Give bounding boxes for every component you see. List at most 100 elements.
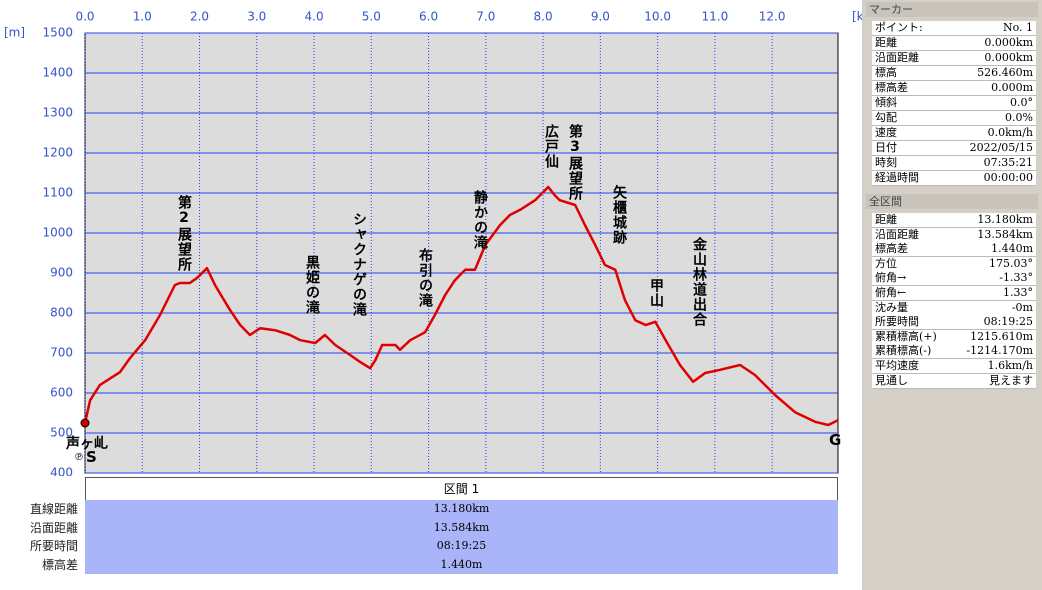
x-tick-label: 9.0 [591, 10, 610, 24]
row-value: 13.180km [977, 213, 1033, 226]
panel-row: 距離 0.000km [872, 36, 1036, 51]
row-value: 見えます [989, 373, 1033, 387]
row-value: 1.440m [991, 242, 1033, 256]
row-label: 所要時間 [875, 315, 919, 329]
row-label: 沿面距離 [875, 227, 919, 241]
row-label: 見通し [875, 373, 908, 387]
x-tick-label: 1.0 [133, 10, 152, 24]
panel-title: 全区間 [866, 194, 1038, 209]
start-marker [80, 418, 90, 428]
row-label: 距離 [875, 36, 897, 49]
row-value: 1.6km/h [987, 359, 1033, 372]
row-label: 標高差 [875, 81, 908, 94]
y-tick-label: 1300 [42, 106, 73, 120]
section-label: 直線距離 [29, 502, 78, 516]
panel-row: 標高 526.460m [872, 66, 1036, 81]
panel-row: 距離 13.180km [872, 213, 1036, 228]
panel-row: 累積標高(+) 1215.610m [872, 329, 1036, 345]
x-tick-label: 12.0 [759, 10, 786, 24]
row-label: ポイント: [875, 21, 923, 34]
y-tick-label: 800 [50, 306, 73, 320]
y-tick-label: 400 [50, 466, 73, 477]
annotation: 黒姫の滝 [304, 255, 320, 315]
panel-row: 累積標高(-) -1214.170m [872, 344, 1036, 360]
row-label: 沈み量 [875, 300, 908, 314]
panel-row: 傾斜 0.0° [872, 96, 1036, 111]
y-unit: [m] [4, 26, 25, 40]
x-tick-label: 5.0 [362, 10, 381, 24]
row-label: 勾配 [875, 111, 897, 124]
goal-label: G [829, 431, 842, 449]
row-label: 俯角→ [875, 271, 907, 285]
row-label: 距離 [875, 213, 897, 226]
row-value: 0.0km/h [987, 126, 1033, 139]
side-panel: マーカー ポイント: No. 1 距離 0.000km 沿面距離 0.000km 標高 526.… [862, 0, 1042, 590]
panel-row: 標高差 1.440m [872, 242, 1036, 258]
section-value: 13.584km [85, 518, 838, 537]
row-label: 累積標高(+) [875, 329, 937, 343]
section-value: 13.180km [85, 500, 838, 519]
row-label: 沿面距離 [875, 51, 919, 64]
panel-row: 速度 0.0km/h [872, 126, 1036, 141]
row-label: 平均速度 [875, 359, 919, 372]
panel-row: 俯角→ -1.33° [872, 271, 1036, 287]
section-value: 1.440m [85, 555, 838, 574]
annotation: シャクナゲの滝 [351, 212, 367, 317]
panel-row: 方位 175.03° [872, 256, 1036, 272]
y-tick-label: 900 [50, 266, 73, 280]
row-value: 0.000m [991, 81, 1033, 94]
panel-title: マーカー [866, 2, 1038, 17]
section-header: 区間 1 [85, 477, 838, 501]
row-label: 俯角← [875, 286, 907, 299]
row-value: 1215.610m [970, 329, 1033, 343]
section-label: 沿面距離 [29, 520, 78, 535]
row-value: 175.03° [989, 256, 1033, 270]
panel-row: 時刻 07:35:21 [872, 156, 1036, 171]
panel-row: 沈み量 -0m [872, 300, 1036, 316]
panel-row: 見通し 見えます [872, 373, 1036, 389]
row-label: 標高差 [875, 242, 908, 256]
row-label: 標高 [875, 66, 897, 79]
section-label: 標高差 [41, 557, 78, 572]
annotation: 金山林道出合 [691, 237, 707, 327]
y-tick-label: 700 [50, 346, 73, 360]
row-value: 0.0° [1010, 96, 1033, 109]
x-tick-label: 10.0 [644, 10, 671, 24]
annotation: 矢櫃城跡 [611, 185, 627, 245]
x-tick-label: 7.0 [476, 10, 495, 24]
chart: [km] [m] 400 500 600 700 800 900 1000 1100 1200 1… [4, 10, 862, 477]
row-value: 08:19:25 [983, 315, 1033, 329]
row-value: 0.0% [1005, 111, 1033, 124]
row-label: 速度 [875, 126, 897, 139]
section-value: 08:19:25 [85, 537, 838, 556]
parking-icon: ℗ [74, 452, 84, 463]
panel-row: 所要時間 08:19:25 [872, 315, 1036, 331]
row-value: -1.33° [999, 271, 1033, 285]
start-name: 声ヶ乢 [66, 436, 108, 452]
row-label: 方位 [875, 256, 897, 270]
y-tick-label: 1200 [42, 146, 73, 160]
annotation: 布引の滝 [417, 248, 433, 308]
y-tick-label: 600 [50, 386, 73, 400]
panel-row: 標高差 0.000m [872, 81, 1036, 96]
panel-row: 日付 2022/05/15 [872, 141, 1036, 156]
row-label: 日付 [875, 141, 897, 154]
annotation: 広戸仙 [543, 124, 559, 169]
start-label: S [86, 448, 97, 466]
section-label: 所要時間 [29, 539, 78, 553]
x-tick-label: 2.0 [190, 10, 209, 24]
annotation: 甲山 [648, 278, 664, 308]
x-tick-label: 11.0 [702, 10, 729, 24]
row-label: 傾斜 [875, 96, 897, 109]
panel-row: 勾配 0.0% [872, 111, 1036, 126]
row-value: 00:00:00 [983, 171, 1033, 184]
plot-area [84, 32, 839, 474]
row-label: 経過時間 [875, 171, 919, 184]
panel-row: 沿面距離 0.000km [872, 51, 1036, 66]
y-tick-label: 1100 [42, 186, 73, 200]
profile-line [83, 185, 839, 427]
row-value: -0m [1011, 300, 1033, 314]
y-tick-label: 1500 [42, 26, 73, 40]
x-tick-label: 3.0 [247, 10, 266, 24]
